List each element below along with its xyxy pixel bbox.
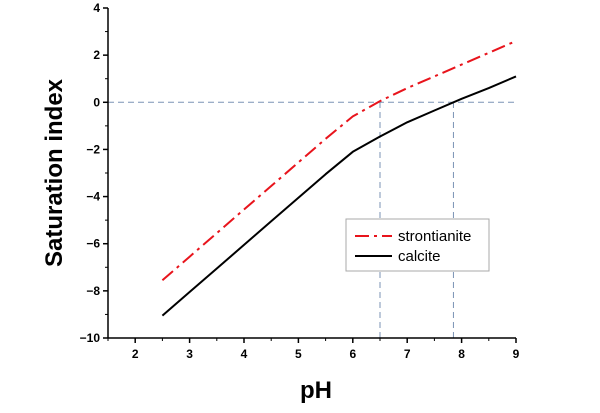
y-axis-title: Saturation index bbox=[41, 78, 68, 267]
y-tick-label: 4 bbox=[93, 1, 100, 15]
axes bbox=[107, 8, 516, 339]
x-axis-title: pH bbox=[300, 377, 332, 404]
legend: strontianite calcite bbox=[345, 218, 490, 272]
y-tick-label: −2 bbox=[86, 142, 100, 156]
x-tick-label: 7 bbox=[404, 347, 411, 361]
x-tick-label: 6 bbox=[349, 347, 356, 361]
x-tick-label: 4 bbox=[241, 347, 248, 361]
x-tick-label: 8 bbox=[458, 347, 465, 361]
series-lines bbox=[161, 40, 517, 317]
y-tick-label: 0 bbox=[93, 95, 100, 109]
reference-lines bbox=[108, 101, 516, 338]
x-tick-label: 5 bbox=[295, 347, 302, 361]
legend-box bbox=[345, 218, 490, 272]
y-tick-label: −4 bbox=[86, 190, 100, 204]
x-axis-ticks: 2 3 4 5 6 7 8 9 bbox=[107, 338, 520, 361]
x-tick-label: 2 bbox=[132, 347, 139, 361]
legend-label-strontianite: strontianite bbox=[398, 228, 471, 245]
x-tick-label: 3 bbox=[186, 347, 193, 361]
y-tick-label: −10 bbox=[80, 331, 101, 345]
x-tick-label: 9 bbox=[513, 347, 520, 361]
series-line-calcite bbox=[161, 75, 517, 317]
legend-label-calcite: calcite bbox=[398, 248, 441, 265]
y-tick-label: 2 bbox=[93, 48, 100, 62]
y-tick-label: −8 bbox=[86, 284, 100, 298]
y-tick-label: −6 bbox=[86, 237, 100, 251]
y-axis-ticks: −10 −8 −6 −4 −2 0 2 4 bbox=[80, 1, 108, 345]
